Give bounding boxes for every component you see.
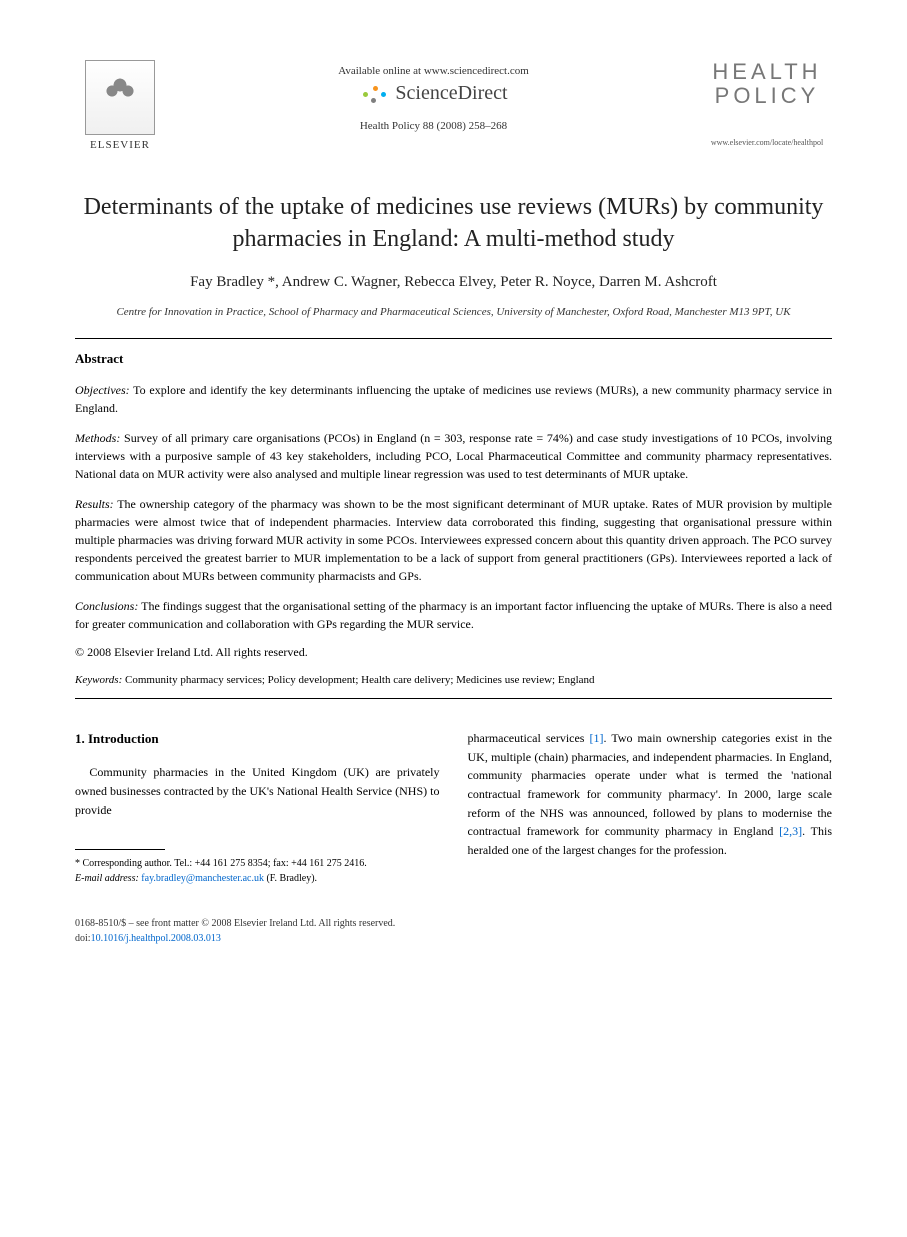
journal-url: www.elsevier.com/locate/healthpol [702,138,832,147]
abstract-heading: Abstract [75,351,832,367]
doi-line: doi:10.1016/j.healthpol.2008.03.013 [75,931,832,946]
publisher-logo: ELSEVIER [75,60,165,151]
divider [75,338,832,339]
available-online-text: Available online at www.sciencedirect.co… [165,65,702,77]
email-line: E-mail address: fay.bradley@manchester.a… [75,871,440,886]
right-column: pharmaceutical services [1]. Two main ow… [468,729,833,886]
journal-logo-line2: POLICY [702,84,832,108]
abstract-results: Results: The ownership category of the p… [75,495,832,585]
abstract-results-text: The ownership category of the pharmacy w… [75,497,832,583]
affiliation: Centre for Innovation in Practice, Schoo… [75,305,832,320]
corresponding-author-note: * Corresponding author. Tel.: +44 161 27… [75,856,440,871]
corr-label: * Corresponding author. [75,858,172,869]
footnotes: * Corresponding author. Tel.: +44 161 27… [75,856,440,886]
article-title: Determinants of the uptake of medicines … [75,191,832,256]
section-heading: 1. Introduction [75,729,440,749]
doi-link[interactable]: 10.1016/j.healthpol.2008.03.013 [91,933,221,944]
intro-text-part1: pharmaceutical services [468,731,590,745]
corr-tel: Tel.: +44 161 275 8354; fax: +44 161 275… [174,858,367,869]
abstract-methods: Methods: Survey of all primary care orga… [75,429,832,483]
center-header: Available online at www.sciencedirect.co… [165,60,702,132]
email-suffix: (F. Bradley). [266,873,317,884]
abstract-objectives: Objectives: To explore and identify the … [75,381,832,417]
abstract-objectives-label: Objectives: [75,383,130,397]
keywords-label: Keywords: [75,674,122,686]
abstract-conclusions-text: The findings suggest that the organisati… [75,599,832,631]
author-email-link[interactable]: fay.bradley@manchester.ac.uk [141,873,264,884]
footnote-separator [75,849,165,850]
sciencedirect-dots-icon [359,84,389,104]
doi-label: doi: [75,933,91,944]
intro-paragraph-right: pharmaceutical services [1]. Two main ow… [468,729,833,859]
abstract-conclusions: Conclusions: The findings suggest that t… [75,597,832,633]
intro-paragraph-left: Community pharmacies in the United Kingd… [75,763,440,819]
divider [75,698,832,699]
abstract-conclusions-label: Conclusions: [75,599,138,613]
elsevier-tree-icon [85,60,155,135]
body-columns: 1. Introduction Community pharmacies in … [75,729,832,886]
keywords-text: Community pharmacy services; Policy deve… [125,674,595,686]
reference-link-2-3[interactable]: [2,3] [779,824,802,838]
abstract-copyright: © 2008 Elsevier Ireland Ltd. All rights … [75,645,832,660]
page-header: ELSEVIER Available online at www.science… [75,60,832,151]
email-label: E-mail address: [75,873,139,884]
keywords: Keywords: Community pharmacy services; P… [75,674,832,686]
left-column: 1. Introduction Community pharmacies in … [75,729,440,886]
reference-link-1[interactable]: [1] [590,731,604,745]
abstract-methods-text: Survey of all primary care organisations… [75,431,832,481]
authors-text: Fay Bradley *, Andrew C. Wagner, Rebecca… [190,274,717,290]
page-footer: 0168-8510/$ – see front matter © 2008 El… [75,916,832,946]
abstract-results-label: Results: [75,497,114,511]
abstract-objectives-text: To explore and identify the key determin… [75,383,832,415]
sciencedirect-logo: ScienceDirect [165,82,702,105]
intro-text-part2: . Two main ownership categories exist in… [468,731,833,838]
journal-reference: Health Policy 88 (2008) 258–268 [165,120,702,132]
abstract-methods-label: Methods: [75,431,120,445]
author-list: Fay Bradley *, Andrew C. Wagner, Rebecca… [75,274,832,291]
platform-name: ScienceDirect [395,82,507,105]
publisher-name: ELSEVIER [75,139,165,151]
journal-logo: HEALTH POLICY www.elsevier.com/locate/he… [702,60,832,147]
issn-copyright-line: 0168-8510/$ – see front matter © 2008 El… [75,916,832,931]
journal-logo-line1: HEALTH [702,60,832,84]
